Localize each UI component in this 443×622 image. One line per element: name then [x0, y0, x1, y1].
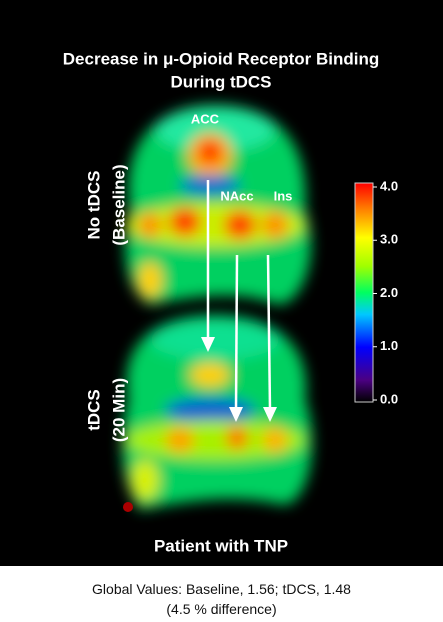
region-label: Ins: [274, 188, 293, 203]
title-line: Decrease in μ-Opioid Receptor Binding: [63, 49, 379, 68]
region-label: NAcc: [220, 188, 253, 203]
subject-label: Patient with TNP: [154, 536, 288, 555]
colorbar-tick-label: 2.0: [380, 285, 398, 300]
row-label: No tDCS: [84, 171, 103, 240]
brain-scan-baseline: [125, 105, 311, 305]
brain-scan-tdcs: [122, 315, 313, 510]
row-label: tDCS: [84, 389, 103, 431]
caption-line: Global Values: Baseline, 1.56; tDCS, 1.4…: [92, 581, 351, 597]
row-label: (Baseline): [109, 164, 128, 245]
row-label: (20 Min): [109, 378, 128, 442]
caption-line: (4.5 % difference): [166, 601, 277, 617]
colorbar-tick-label: 1.0: [380, 338, 398, 353]
title-line: During tDCS: [170, 72, 271, 91]
artifact: [123, 502, 133, 512]
arrows: [201, 180, 277, 422]
region-label: ACC: [191, 111, 220, 126]
colorbar-tick-label: 3.0: [380, 232, 398, 247]
colorbar-tick-label: 4.0: [380, 178, 398, 193]
colorbar-tick-label: 0.0: [380, 391, 398, 406]
figure: Decrease in μ-Opioid Receptor Binding Du…: [0, 0, 443, 566]
colorbar: [354, 182, 374, 403]
